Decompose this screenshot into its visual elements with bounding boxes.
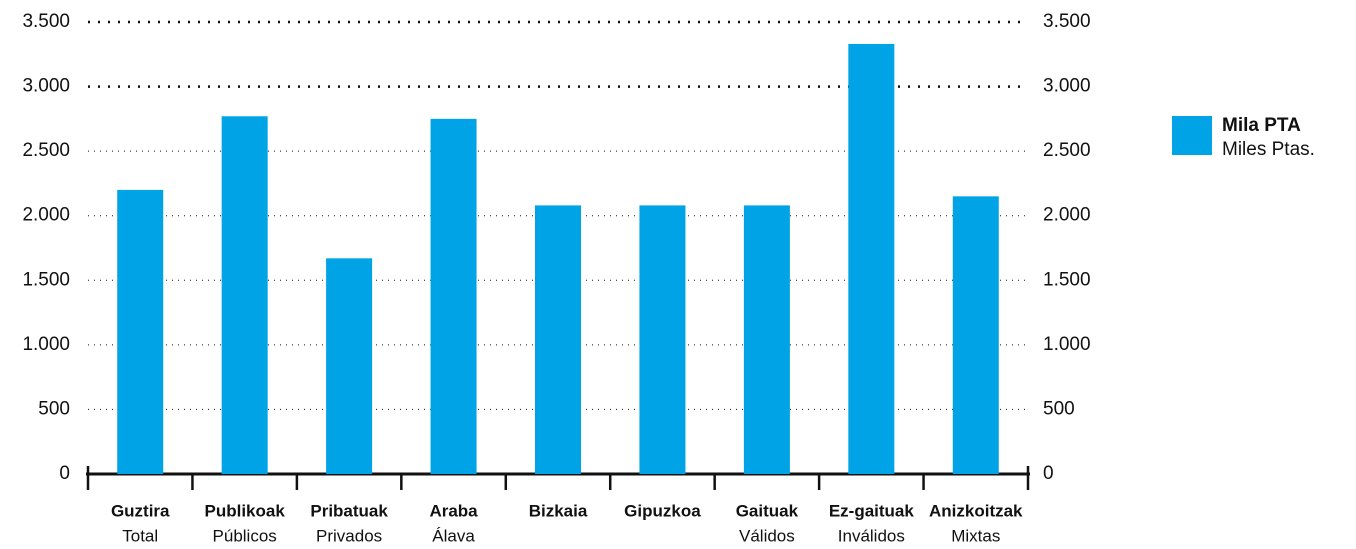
x-tick-label: Gaituak (736, 501, 799, 520)
bar (952, 196, 999, 475)
y-tick-label: 1.000 (22, 334, 70, 355)
x-tick-sublabel: Álava (432, 526, 475, 545)
y2-tick-label: 500 (1043, 398, 1075, 419)
y-tick-label: 2.500 (22, 140, 70, 161)
legend-label: Mila PTA (1222, 115, 1301, 136)
bar (326, 258, 373, 474)
x-tick-label: Anizkoitzak (929, 501, 1023, 520)
x-tick-label: Ez-gaituak (829, 501, 915, 520)
bar (430, 118, 477, 474)
y2-tick-label: 3.000 (1043, 76, 1091, 97)
y2-tick-label: 1.500 (1043, 269, 1091, 290)
x-tick-label: Pribatuak (310, 501, 388, 520)
bar (848, 43, 895, 474)
y-tick-label: 500 (38, 398, 70, 419)
bar (117, 189, 164, 474)
y2-tick-label: 3.500 (1043, 11, 1091, 32)
y2-tick-label: 2.000 (1043, 205, 1091, 226)
x-tick-sublabel: Válidos (739, 526, 795, 545)
y2-tick-label: 2.500 (1043, 140, 1091, 161)
y-tick-label: 3.000 (22, 76, 70, 97)
x-tick-sublabel: Privados (316, 526, 382, 545)
x-tick-label: Publikoak (205, 501, 286, 520)
bar (535, 205, 581, 474)
legend-sublabel: Miles Ptas. (1222, 139, 1315, 160)
bar (743, 205, 790, 474)
y-tick-label: 3.500 (22, 11, 70, 32)
y2-tick-label: 1.000 (1043, 334, 1091, 355)
y-tick-label: 0 (59, 463, 70, 484)
x-tick-sublabel: Mixtas (951, 526, 1000, 545)
x-tick-label: Araba (429, 501, 478, 520)
legend-swatch (1172, 116, 1212, 155)
x-tick-label: Bizkaia (529, 501, 588, 520)
x-tick-sublabel: Inválidos (838, 526, 905, 545)
y-tick-label: 1.500 (22, 269, 70, 290)
bar (639, 205, 686, 474)
x-tick-label: Guztira (111, 501, 170, 520)
bar (221, 116, 268, 474)
x-tick-sublabel: Públicos (213, 526, 277, 545)
x-tick-label: Gipuzkoa (624, 501, 701, 520)
y-tick-label: 2.000 (22, 205, 70, 226)
y2-tick-label: 0 (1043, 463, 1054, 484)
x-tick-sublabel: Total (122, 526, 158, 545)
